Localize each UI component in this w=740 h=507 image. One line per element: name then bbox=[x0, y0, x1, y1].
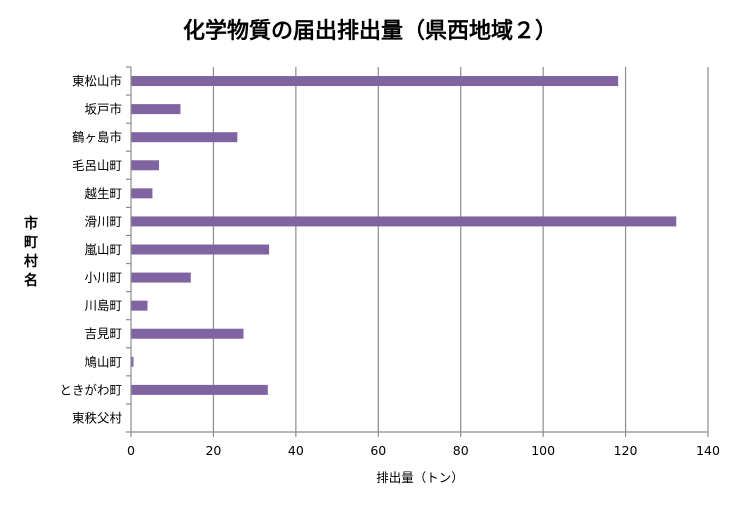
bar bbox=[131, 384, 268, 395]
bar bbox=[131, 272, 191, 283]
tick-labels: 0 20 40 60 80 100 120 140 bbox=[127, 443, 720, 458]
category-label: 東秩父村 bbox=[72, 410, 123, 425]
x-tick-label: 40 bbox=[288, 443, 304, 458]
bar bbox=[131, 244, 270, 255]
x-tick-label: 80 bbox=[453, 443, 469, 458]
y-axis-label-char: 市 bbox=[24, 215, 38, 232]
category-label: ときがわ町 bbox=[59, 382, 122, 397]
category-label: 鶴ヶ島市 bbox=[72, 130, 122, 145]
bar bbox=[131, 188, 153, 199]
bar bbox=[131, 160, 160, 171]
category-label: 坂戸市 bbox=[84, 102, 122, 117]
category-label: 越生町 bbox=[84, 186, 122, 201]
axes bbox=[126, 66, 709, 437]
bar bbox=[131, 76, 619, 87]
category-label: 小川町 bbox=[84, 270, 122, 285]
category-label: 吉見町 bbox=[84, 326, 122, 341]
category-label: 滑川町 bbox=[84, 214, 122, 229]
category-label: 毛呂山町 bbox=[72, 158, 122, 173]
bar bbox=[131, 216, 677, 227]
grid-lines bbox=[212, 67, 709, 432]
x-tick-label: 20 bbox=[205, 443, 221, 458]
category-label: 嵐山町 bbox=[84, 242, 122, 257]
chart-title: 化学物質の届出排出量（県西地域２） bbox=[183, 18, 557, 44]
category-label: 東松山市 bbox=[72, 74, 122, 89]
x-tick-label: 120 bbox=[614, 443, 638, 458]
category-label: 鳩山町 bbox=[84, 354, 122, 369]
bar bbox=[131, 132, 238, 143]
bar bbox=[131, 356, 134, 367]
x-tick-label: 140 bbox=[696, 443, 720, 458]
x-tick-label: 100 bbox=[531, 443, 555, 458]
y-axis-label-char: 名 bbox=[24, 272, 38, 289]
x-tick-label: 60 bbox=[370, 443, 386, 458]
bars bbox=[131, 76, 677, 395]
category-labels: 東松山市坂戸市鶴ヶ島市毛呂山町越生町滑川町嵐山町小川町川島町吉見町鳩山町ときがわ… bbox=[59, 74, 122, 426]
y-axis-label-char: 町 bbox=[24, 235, 38, 251]
x-axis-label: 排出量（トン） bbox=[376, 470, 464, 485]
category-label: 川島町 bbox=[84, 298, 122, 313]
bar bbox=[131, 328, 244, 339]
bar bbox=[131, 104, 181, 115]
bar bbox=[131, 300, 148, 311]
x-tick-label: 0 bbox=[127, 443, 135, 458]
y-axis-label-char: 村 bbox=[24, 253, 38, 270]
